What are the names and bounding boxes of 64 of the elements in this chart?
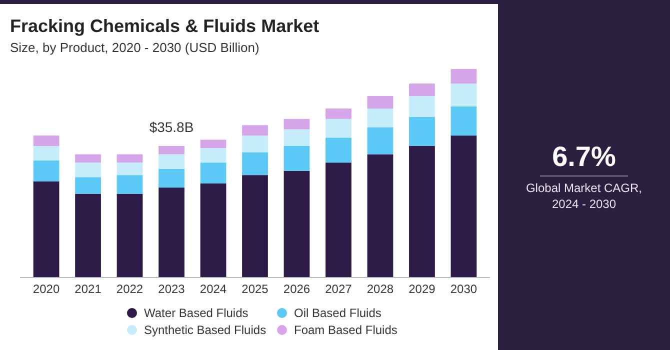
legend-label: Water Based Fluids — [144, 306, 248, 320]
x-tick-label: 2026 — [283, 282, 310, 296]
bar — [200, 183, 226, 277]
bar — [284, 170, 310, 277]
bar — [284, 118, 310, 130]
bar — [367, 96, 394, 109]
chart-title: Fracking Chemicals & Fluids Market — [10, 16, 320, 36]
bar — [158, 154, 184, 169]
chart-subtitle: Size, by Product, 2020 - 2030 (USD Billion) — [10, 40, 260, 55]
bar — [450, 106, 477, 136]
bar — [75, 194, 101, 277]
x-tick-label: 2023 — [158, 282, 186, 296]
x-tick-label: 2021 — [74, 282, 102, 296]
x-tick-label: 2022 — [116, 282, 144, 296]
bar — [116, 162, 143, 176]
text: Global Market CAGR, 2024 - 2030 — [526, 181, 642, 211]
x-tick-label: 2024 — [200, 282, 227, 296]
bar — [200, 148, 226, 163]
x-tick-label: 2028 — [366, 282, 394, 296]
bar — [116, 154, 143, 163]
bar — [409, 146, 435, 277]
bar — [33, 136, 60, 146]
text: 6.7% — [552, 141, 616, 172]
bar — [75, 162, 101, 178]
bar — [33, 160, 60, 182]
bar — [75, 154, 101, 163]
bar — [33, 146, 60, 161]
bar — [242, 175, 268, 277]
legend-label: Foam Based Fluids — [294, 323, 398, 337]
x-tick-label: 2029 — [408, 282, 436, 296]
bar — [367, 108, 394, 128]
bar — [242, 125, 268, 136]
bar — [200, 162, 226, 184]
bar — [326, 118, 352, 138]
annotation: $35.8B — [149, 118, 194, 135]
bar — [450, 136, 477, 277]
bar — [450, 69, 477, 84]
bar — [200, 140, 226, 148]
bar — [158, 188, 184, 277]
bar — [33, 181, 60, 277]
bar — [284, 129, 310, 146]
bar — [326, 162, 352, 277]
bar — [158, 168, 184, 188]
bar — [116, 194, 143, 277]
bar — [326, 138, 352, 163]
x-tick-label: 2025 — [242, 282, 269, 296]
x-tick-label: 2030 — [450, 282, 478, 296]
bar — [75, 177, 101, 194]
bar — [326, 108, 352, 119]
bar — [158, 146, 184, 154]
x-tick-label: 2020 — [32, 282, 60, 296]
legend-label: Synthetic Based Fluids — [144, 323, 266, 337]
bar — [242, 136, 268, 152]
bar — [284, 146, 310, 171]
bar — [409, 84, 435, 96]
bar — [367, 154, 394, 277]
bar — [242, 152, 268, 176]
bar — [367, 127, 394, 154]
bar — [450, 84, 477, 106]
bar — [409, 116, 435, 146]
bar — [409, 96, 435, 117]
bar — [116, 175, 143, 194]
legend-label: Oil Based Fluids — [294, 306, 382, 320]
x-tick-label: 2027 — [325, 282, 352, 296]
